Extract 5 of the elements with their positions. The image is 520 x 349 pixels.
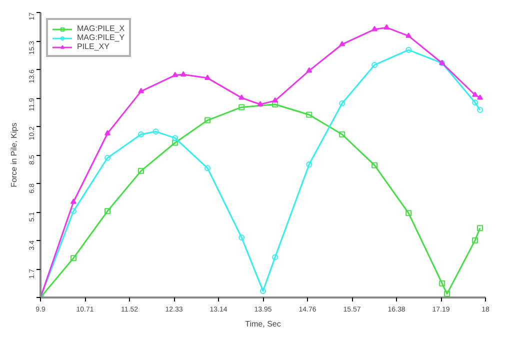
legend-label: PILE_XY	[77, 42, 110, 51]
x-axis-title: Time, Sec	[245, 320, 281, 328]
legend-label: MAG:PILE_Y	[77, 33, 125, 42]
y-axis-title: Force in Pile, Kips	[10, 122, 18, 188]
legend-label: MAG:PILE_X	[77, 24, 125, 33]
